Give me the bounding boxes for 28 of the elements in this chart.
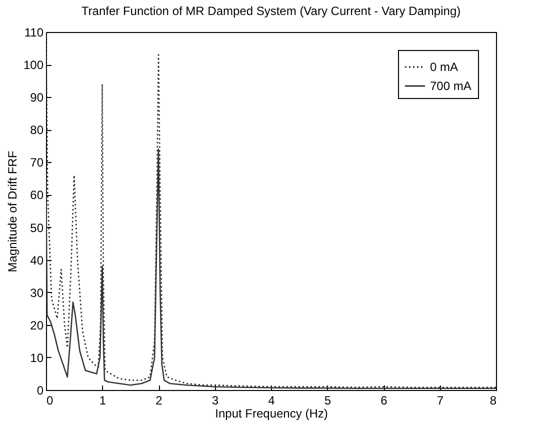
x-tick-label: 8 [490,394,497,408]
y-tick-label: 0 [36,384,44,398]
y-axis-title: Magnitude of Drift FRF [5,150,20,272]
legend-label: 700 mA [430,79,472,93]
x-tick-label: 5 [324,394,332,408]
y-tick-label: 30 [30,286,44,300]
line-series [46,148,496,390]
y-tick-label: 60 [30,188,44,202]
y-tick-label: 50 [30,220,44,235]
x-tick-label: 7 [436,394,444,408]
y-tick-label: 100 [23,58,44,72]
x-tick-label: 2 [156,394,163,408]
y-tick-label: 70 [30,156,44,170]
y-tick-label: 110 [24,26,44,40]
x-tick-label: 4 [268,394,276,408]
x-axis-title: Input Frequency (Hz) [215,406,328,420]
y-tick-label: 80 [30,123,44,138]
legend-label: 0 mA [430,60,458,74]
y-tick-label: 20 [30,318,44,332]
x-tick-label: 1 [99,394,106,408]
chart-title: Tranfer Function of MR Damped System (Vary Current - Vary Damping) [81,4,461,18]
line-series [46,32,496,388]
y-tick-label: 90 [30,90,44,105]
y-tick-label: 10 [30,350,44,365]
y-tick-label: 40 [30,253,44,268]
x-tick-label: 3 [212,394,219,408]
x-tick-label: 6 [380,394,388,408]
x-tick-label: 0 [46,394,54,408]
